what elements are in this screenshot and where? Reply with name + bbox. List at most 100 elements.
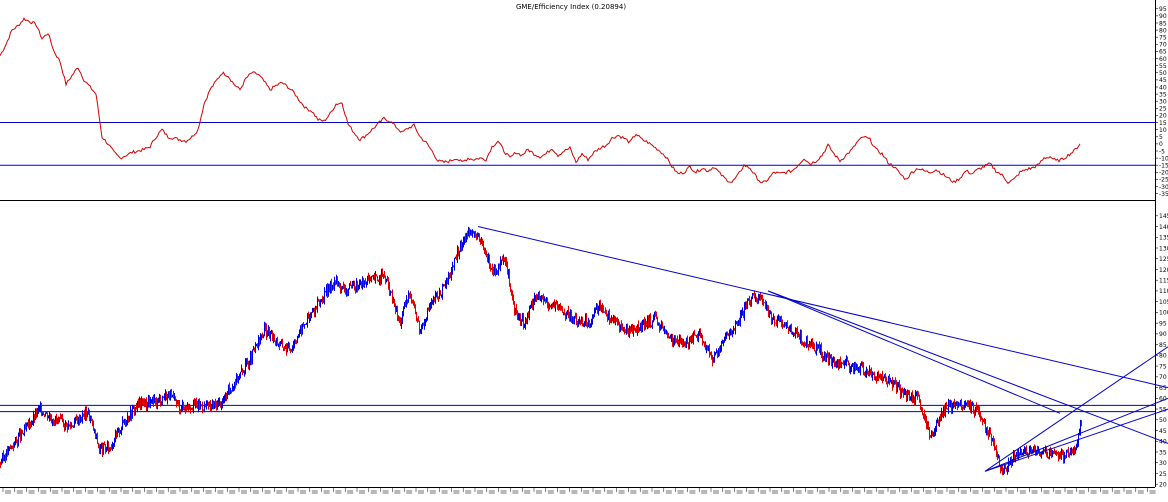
x-tick-label-glyph [300, 490, 306, 494]
x-tick-label-glyph [276, 490, 283, 494]
x-tick-label-glyph [689, 490, 696, 494]
x-tick-label-glyph [724, 490, 731, 494]
trendline [767, 290, 1168, 444]
x-tick-label-glyph [524, 490, 531, 494]
x-tick-label-glyph [984, 490, 991, 494]
y-tick-label: 55 [1159, 63, 1167, 70]
x-tick-label-glyph [1043, 490, 1050, 494]
x-tick-label-glyph [418, 490, 424, 494]
x-tick-label-glyph [500, 490, 507, 494]
y-tick-label: -15 [1159, 163, 1168, 170]
x-tick-label-glyph [146, 490, 153, 494]
trendline [767, 290, 1061, 414]
x-tick-label-glyph [217, 490, 224, 494]
x-tick-label-glyph [87, 490, 94, 494]
y-tick-label: -5 [1159, 148, 1165, 155]
x-tick-label-glyph [1067, 490, 1073, 494]
x-tick-label-glyph [595, 490, 601, 494]
x-tick-label-glyph [182, 490, 188, 494]
x-tick-label-glyph [559, 490, 566, 494]
x-tick-label-glyph [972, 490, 979, 494]
x-tick-label-glyph [311, 490, 318, 494]
x-tick-label-glyph [571, 490, 578, 494]
x-tick-label-glyph [1055, 490, 1062, 494]
x-tick-label-glyph [170, 490, 177, 494]
y-tick-label: 120 [1159, 267, 1168, 274]
x-tick-label-glyph [1090, 490, 1097, 494]
x-tick-label-glyph [252, 490, 259, 494]
y-tick-label: 65 [1159, 49, 1167, 56]
x-tick-label-glyph [949, 490, 955, 494]
y-tick-label: 35 [1159, 449, 1167, 456]
x-tick-label-glyph [630, 490, 637, 494]
x-tick-label-glyph [1008, 490, 1014, 494]
y-tick-label: 70 [1159, 374, 1167, 381]
y-tick-label: 80 [1159, 27, 1167, 34]
x-tick-label-glyph [193, 490, 200, 494]
y-tick-label: 145 [1159, 213, 1168, 220]
x-tick-label-glyph [75, 490, 82, 494]
y-tick-label: 135 [1159, 235, 1168, 242]
x-tick-label-glyph [713, 490, 719, 494]
x-tick-label-glyph [913, 490, 920, 494]
x-tick-label-glyph [665, 490, 672, 494]
y-tick-label: -20 [1159, 170, 1168, 177]
y-tick-label: 115 [1159, 278, 1168, 285]
x-tick-label-glyph [606, 490, 613, 494]
x-tick-label-glyph [583, 490, 590, 494]
x-tick-label-glyph [323, 490, 330, 494]
y-tick-label: 70 [1159, 42, 1167, 49]
x-tick-label-glyph [28, 490, 35, 494]
x-tick-label-glyph [960, 490, 967, 494]
x-tick-label-glyph [1102, 490, 1109, 494]
y-tick-label: 25 [1159, 106, 1167, 113]
y-tick-label: 110 [1159, 288, 1168, 295]
x-tick-label-glyph [748, 490, 755, 494]
y-tick-label: 30 [1159, 460, 1167, 467]
y-tick-label: 60 [1159, 396, 1167, 403]
y-tick-label: 0 [1159, 141, 1163, 148]
x-tick-label-glyph [842, 490, 849, 494]
x-tick-label-glyph [736, 490, 743, 494]
x-tick-label-glyph [264, 490, 271, 494]
x-tick-label-glyph [347, 490, 354, 494]
x-tick-label-glyph [359, 490, 365, 494]
x-tick-label-glyph [406, 490, 413, 494]
trendline [984, 408, 1168, 472]
x-tick-label-glyph [996, 490, 1003, 494]
x-tick-label-glyph [288, 490, 295, 494]
x-tick-label-glyph [370, 490, 377, 494]
trendline [477, 226, 1168, 389]
x-tick-label-glyph [158, 490, 165, 494]
trendline [984, 346, 1168, 472]
x-tick-label-glyph [99, 490, 106, 494]
y-tick-label: 75 [1159, 363, 1167, 370]
y-tick-label: 95 [1159, 6, 1167, 13]
x-tick-label-glyph [205, 490, 212, 494]
x-tick-label-glyph [925, 490, 932, 494]
y-tick-label: 40 [1159, 84, 1167, 91]
y-tick-label: -10 [1159, 155, 1168, 162]
y-tick-label: 15 [1159, 120, 1167, 127]
y-tick-label: 85 [1159, 342, 1167, 349]
y-tick-label: 45 [1159, 77, 1167, 84]
x-tick-label-glyph [1114, 490, 1121, 494]
x-tick-label-glyph [40, 490, 47, 494]
x-tick-label-glyph [241, 490, 247, 494]
y-tick-label: 75 [1159, 35, 1167, 42]
y-tick-label: 20 [1159, 113, 1167, 120]
y-tick-label: 55 [1159, 406, 1167, 413]
x-tick-label-glyph [536, 490, 542, 494]
x-tick-label-glyph [229, 490, 236, 494]
x-tick-label-glyph [547, 490, 554, 494]
y-tick-label: 45 [1159, 428, 1167, 435]
x-tick-label-glyph [1126, 490, 1132, 494]
x-tick-label-glyph [5, 490, 11, 494]
y-tick-label: 50 [1159, 70, 1167, 77]
x-tick-label-glyph [335, 490, 342, 494]
y-tick-label: 100 [1159, 310, 1168, 317]
x-tick-label-glyph [394, 490, 401, 494]
y-tick-label: -30 [1159, 184, 1168, 191]
x-tick-label-glyph [465, 490, 472, 494]
x-tick-label-glyph [819, 490, 826, 494]
